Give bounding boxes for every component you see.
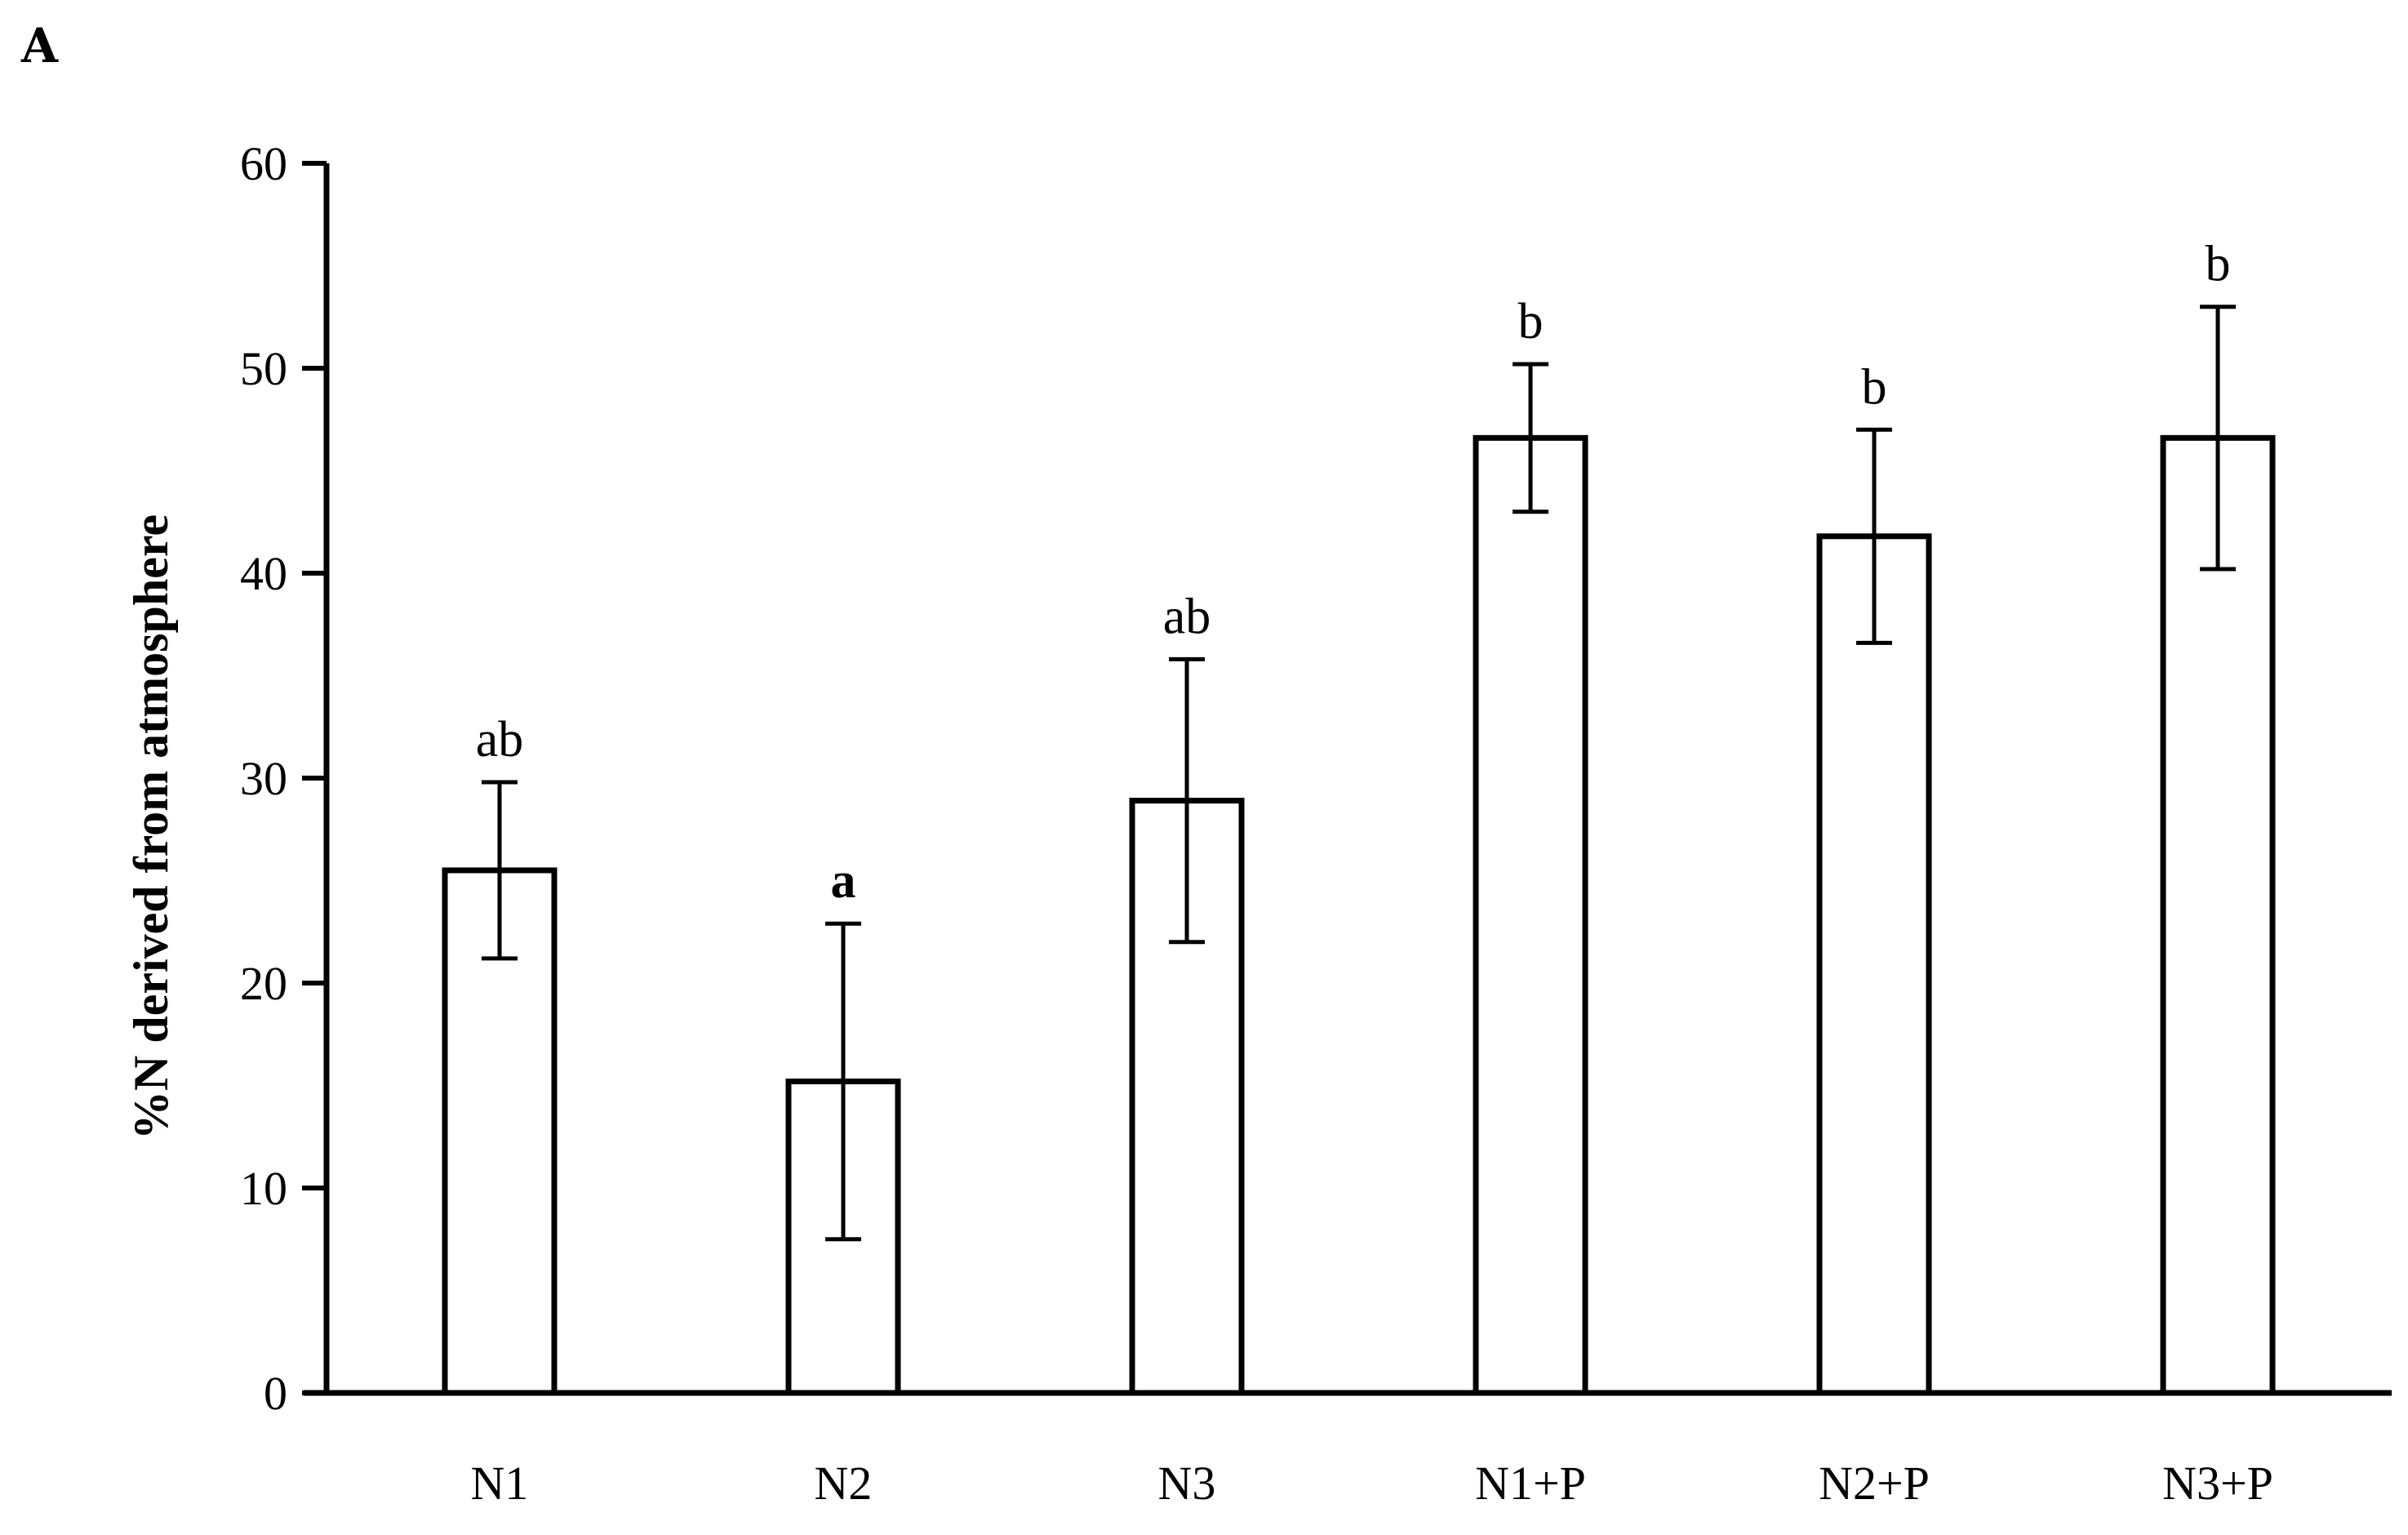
bar-N2+P (1816, 533, 1932, 1396)
y-tick-label-10: 10 (240, 1162, 287, 1215)
x-tick-label-N1+P: N1+P (1475, 1457, 1586, 1510)
error-bars (482, 305, 2236, 1242)
y-tick-label-20: 20 (240, 957, 287, 1010)
y-tick-label-50: 50 (240, 342, 287, 395)
significance-label-N2+P: b (1862, 359, 1887, 415)
x-tick-label-N3+P: N3+P (2162, 1457, 2273, 1510)
y-tick-label-40: 40 (240, 547, 287, 600)
y-tick-label-0: 0 (264, 1367, 287, 1420)
bar-N3+P (2160, 434, 2276, 1396)
x-tick-label-N3: N3 (1158, 1457, 1216, 1510)
panel-label: A (21, 18, 59, 73)
x-axis-tick-labels: N1 N2 N3 N1+P N2+P N3+P (471, 1457, 2273, 1510)
bars (442, 434, 2276, 1396)
x-tick-label-N2+P: N2+P (1819, 1457, 1930, 1510)
significance-label-N3: ab (1163, 589, 1211, 644)
x-tick-label-N2: N2 (815, 1457, 873, 1510)
x-tick-label-N1: N1 (471, 1457, 529, 1510)
y-axis-ticks: 0 10 20 30 40 50 60 (240, 137, 327, 1420)
significance-label-N3+P: b (2206, 237, 2231, 292)
significance-label-N1: ab (476, 712, 524, 768)
significance-label-N2: a (831, 853, 856, 909)
bar-N1+P (1473, 434, 1588, 1396)
y-tick-label-30: 30 (240, 752, 287, 805)
y-axis-label: %N derived from atmosphere (124, 514, 178, 1140)
y-tick-label-60: 60 (240, 137, 287, 190)
significance-label-N1+P: b (1518, 294, 1544, 349)
significance-labels: ab a ab b b b (476, 237, 2231, 910)
